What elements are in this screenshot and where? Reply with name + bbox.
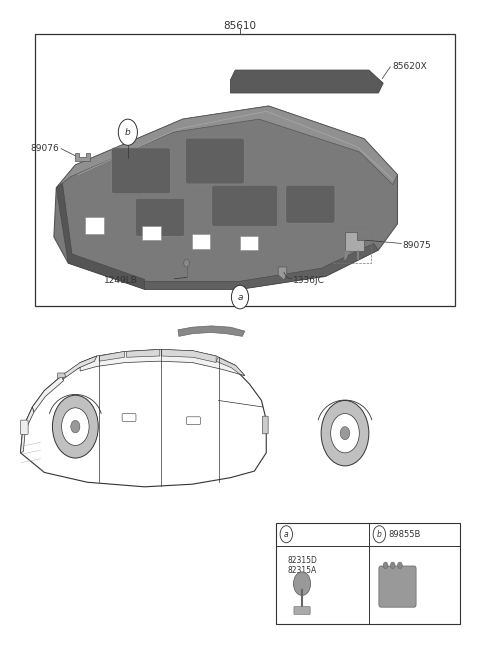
FancyBboxPatch shape — [21, 420, 28, 434]
Circle shape — [231, 285, 249, 309]
FancyBboxPatch shape — [35, 34, 455, 306]
FancyBboxPatch shape — [192, 235, 210, 249]
Polygon shape — [21, 353, 266, 487]
Text: a: a — [237, 292, 243, 302]
Circle shape — [390, 562, 395, 568]
Polygon shape — [80, 350, 245, 376]
Text: 89855B: 89855B — [388, 530, 420, 539]
Polygon shape — [56, 106, 397, 188]
Polygon shape — [54, 106, 397, 289]
FancyBboxPatch shape — [276, 523, 459, 624]
FancyBboxPatch shape — [212, 185, 278, 227]
Text: 89076: 89076 — [30, 144, 59, 153]
FancyBboxPatch shape — [142, 226, 161, 240]
Circle shape — [321, 401, 369, 466]
Text: a: a — [284, 530, 288, 539]
FancyBboxPatch shape — [294, 606, 310, 614]
Polygon shape — [62, 356, 97, 380]
FancyBboxPatch shape — [85, 217, 104, 234]
Circle shape — [293, 572, 311, 595]
Polygon shape — [345, 232, 364, 251]
Circle shape — [397, 562, 402, 568]
Circle shape — [340, 426, 350, 440]
FancyBboxPatch shape — [135, 198, 185, 237]
FancyBboxPatch shape — [263, 416, 268, 434]
Polygon shape — [126, 350, 160, 357]
Polygon shape — [21, 407, 34, 453]
Text: 82315A: 82315A — [288, 566, 317, 575]
Polygon shape — [162, 350, 216, 363]
FancyBboxPatch shape — [187, 417, 200, 424]
FancyBboxPatch shape — [112, 148, 170, 194]
Circle shape — [331, 413, 360, 453]
Text: 1249LB: 1249LB — [104, 275, 137, 284]
FancyBboxPatch shape — [122, 413, 136, 421]
Circle shape — [118, 119, 137, 145]
Circle shape — [383, 562, 388, 568]
Circle shape — [61, 408, 89, 445]
Circle shape — [71, 420, 80, 433]
Polygon shape — [99, 351, 124, 361]
FancyBboxPatch shape — [240, 236, 258, 250]
Text: 1336JC: 1336JC — [292, 275, 324, 284]
Circle shape — [184, 259, 190, 267]
Circle shape — [280, 526, 292, 543]
Polygon shape — [278, 267, 287, 280]
FancyBboxPatch shape — [379, 566, 416, 607]
Text: 82315D: 82315D — [287, 556, 317, 564]
Polygon shape — [33, 374, 63, 412]
FancyBboxPatch shape — [286, 185, 335, 223]
Text: 89075: 89075 — [402, 241, 431, 250]
Text: 85620X: 85620X — [393, 62, 428, 72]
Text: b: b — [125, 127, 131, 137]
FancyBboxPatch shape — [186, 138, 244, 184]
Circle shape — [373, 526, 385, 543]
Polygon shape — [216, 357, 245, 376]
Polygon shape — [56, 183, 144, 289]
Polygon shape — [144, 244, 378, 289]
Polygon shape — [58, 373, 66, 378]
Polygon shape — [75, 153, 90, 161]
Text: b: b — [377, 530, 382, 539]
Polygon shape — [178, 326, 245, 336]
Text: 85610: 85610 — [224, 21, 256, 32]
Polygon shape — [230, 70, 383, 93]
Circle shape — [52, 396, 98, 458]
